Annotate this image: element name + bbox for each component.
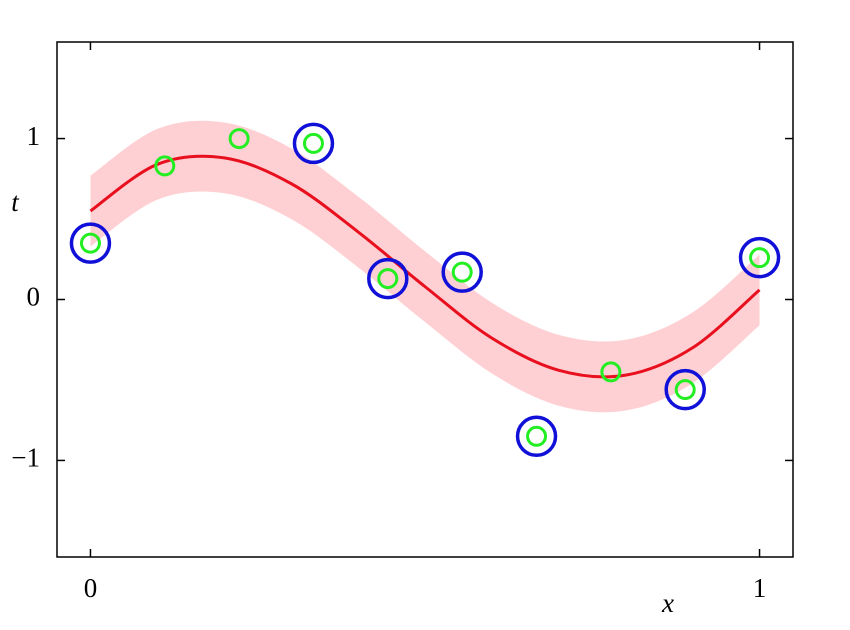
data-point — [600, 361, 622, 383]
relevance-vector — [69, 222, 112, 264]
relevance-vector — [292, 122, 335, 165]
data-point — [674, 379, 696, 401]
relevance-vector — [367, 257, 409, 300]
data-point — [526, 425, 548, 447]
x-tick-label: 0 — [84, 573, 98, 603]
data-point — [154, 155, 176, 177]
y-axis-label: t — [11, 187, 20, 217]
mean-curve — [89, 154, 761, 379]
relevance-vector — [441, 251, 483, 293]
data-point — [228, 128, 250, 150]
x-tick-label: 1 — [753, 573, 767, 603]
x-axis-label: x — [661, 588, 674, 618]
relevance-vector — [738, 236, 781, 279]
data-point — [302, 132, 324, 154]
data-point — [451, 261, 473, 283]
uncertainty-band — [90, 120, 760, 413]
data-point — [749, 247, 771, 269]
relevance-vector — [664, 368, 706, 411]
y-tick-label: 1 — [27, 121, 41, 151]
data-point — [79, 232, 101, 254]
y-tick-label: −1 — [11, 443, 40, 473]
data-point — [377, 268, 399, 290]
y-tick-label: 0 — [27, 282, 41, 312]
relevance-vector — [515, 415, 558, 458]
